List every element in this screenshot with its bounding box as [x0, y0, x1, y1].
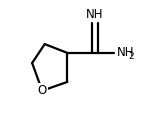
Text: O: O — [38, 84, 47, 97]
Text: 2: 2 — [128, 52, 134, 61]
Text: NH: NH — [86, 8, 104, 21]
Text: NH: NH — [116, 46, 134, 59]
